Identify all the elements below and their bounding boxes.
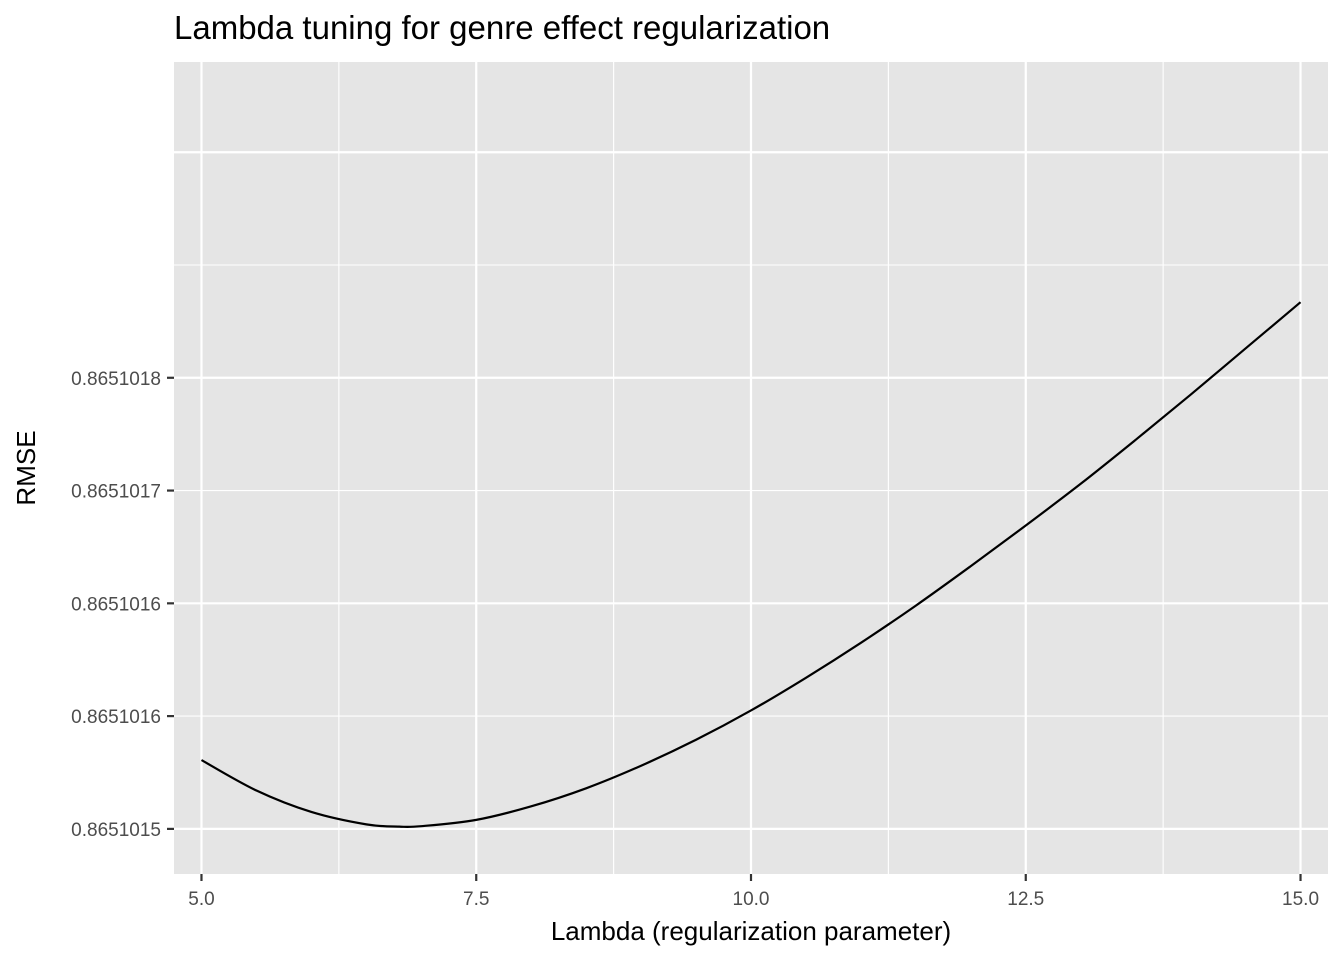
x-axis: 5.0 7.5 10.0 12.5 15.0 (188, 874, 1319, 910)
y-tick-label: 0.8651016 (71, 707, 161, 728)
x-tick-label: 7.5 (463, 889, 489, 910)
y-tick-label: 0.8651015 (71, 820, 161, 841)
y-axis: 0.8651015 0.8651016 0.8651016 0.8651017 0.86… (71, 369, 174, 841)
x-tick-label: 15.0 (1282, 889, 1319, 910)
x-tick-label: 10.0 (733, 889, 770, 910)
chart-title: Lambda tuning for genre effect regulariz… (174, 9, 830, 46)
grid-major (174, 62, 1328, 874)
y-tick-label: 0.8651018 (71, 369, 161, 390)
x-tick-label: 12.5 (1007, 889, 1044, 910)
rmse-line (200, 301, 1302, 829)
y-axis-title: RMSE (11, 430, 41, 505)
x-axis-title: Lambda (regularization parameter) (551, 916, 951, 946)
y-tick-label: 0.8651017 (71, 482, 161, 503)
y-tick-label: 0.8651016 (71, 594, 161, 615)
x-tick-label: 5.0 (188, 889, 214, 910)
